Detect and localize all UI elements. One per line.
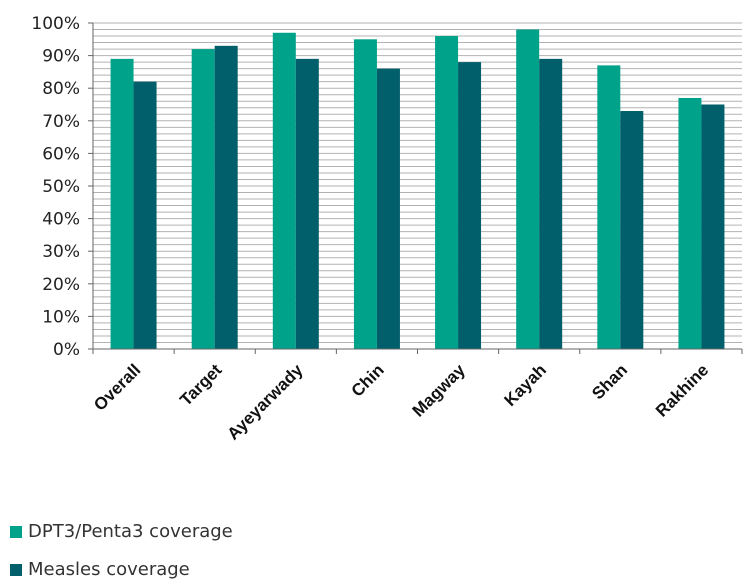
bar-measles-ayeyarwady (295, 58, 319, 350)
bars (110, 29, 725, 350)
bar-dpt3-target (191, 49, 215, 350)
bar-measles-chin (376, 68, 400, 349)
x-tick-label: Kayah (500, 360, 550, 410)
y-tick-label: 0% (53, 340, 80, 360)
bar-dpt3-magway (435, 36, 459, 349)
y-tick-label: 20% (42, 275, 80, 295)
bar-dpt3-overall (110, 58, 134, 350)
x-tick-label: Ayeyarwady (223, 360, 307, 444)
x-tick-label: Target (176, 360, 226, 410)
bar-dpt3-rakhine (678, 97, 702, 349)
gridlines (93, 22, 742, 343)
y-tick-label: 10% (42, 307, 80, 327)
legend-swatch-measles (10, 563, 22, 576)
bar-measles-overall (133, 81, 157, 350)
y-tick-labels: 0% 10% 20% 30% 40% 50% 60% 70% 80% 90% 100% (31, 14, 93, 360)
bar-dpt3-chin (353, 39, 377, 350)
bar-dpt3-ayeyarwady (272, 32, 296, 349)
bar-dpt3-shan (597, 65, 621, 349)
x-tick-label: Magway (409, 360, 470, 421)
legend-swatch-dpt3 (10, 525, 22, 538)
legend-item-dpt3: DPT3/Penta3 coverage (10, 521, 233, 542)
bar-measles-shan (620, 111, 644, 350)
y-tick-label: 70% (42, 112, 80, 132)
legend-label-measles: Measles coverage (28, 559, 190, 580)
y-tick-label: 30% (42, 242, 80, 262)
y-tick-label: 60% (42, 144, 80, 164)
x-tick-label: Overall (90, 360, 144, 414)
axes (92, 23, 743, 354)
x-tick-label: Chin (348, 360, 388, 400)
x-tick-label: Shan (588, 360, 631, 403)
bar-measles-rakhine (701, 104, 725, 349)
legend-item-measles: Measles coverage (10, 559, 190, 580)
bar-chart: 0% 10% 20% 30% 40% 50% 60% 70% 80% 90% 100% Overal… (31, 14, 743, 444)
bar-dpt3-kayah (516, 29, 540, 350)
bar-measles-target (214, 45, 238, 349)
y-tick-label: 40% (42, 210, 80, 230)
y-tick-label: 90% (42, 47, 80, 67)
y-tick-label: 50% (42, 177, 80, 197)
y-tick-label: 80% (42, 79, 80, 99)
y-tick-label: 100% (31, 14, 80, 34)
x-tick-label: Rakhine (652, 360, 712, 420)
legend-label-dpt3: DPT3/Penta3 coverage (28, 521, 233, 542)
bar-measles-kayah (539, 58, 563, 350)
bar-measles-magway (458, 62, 482, 350)
